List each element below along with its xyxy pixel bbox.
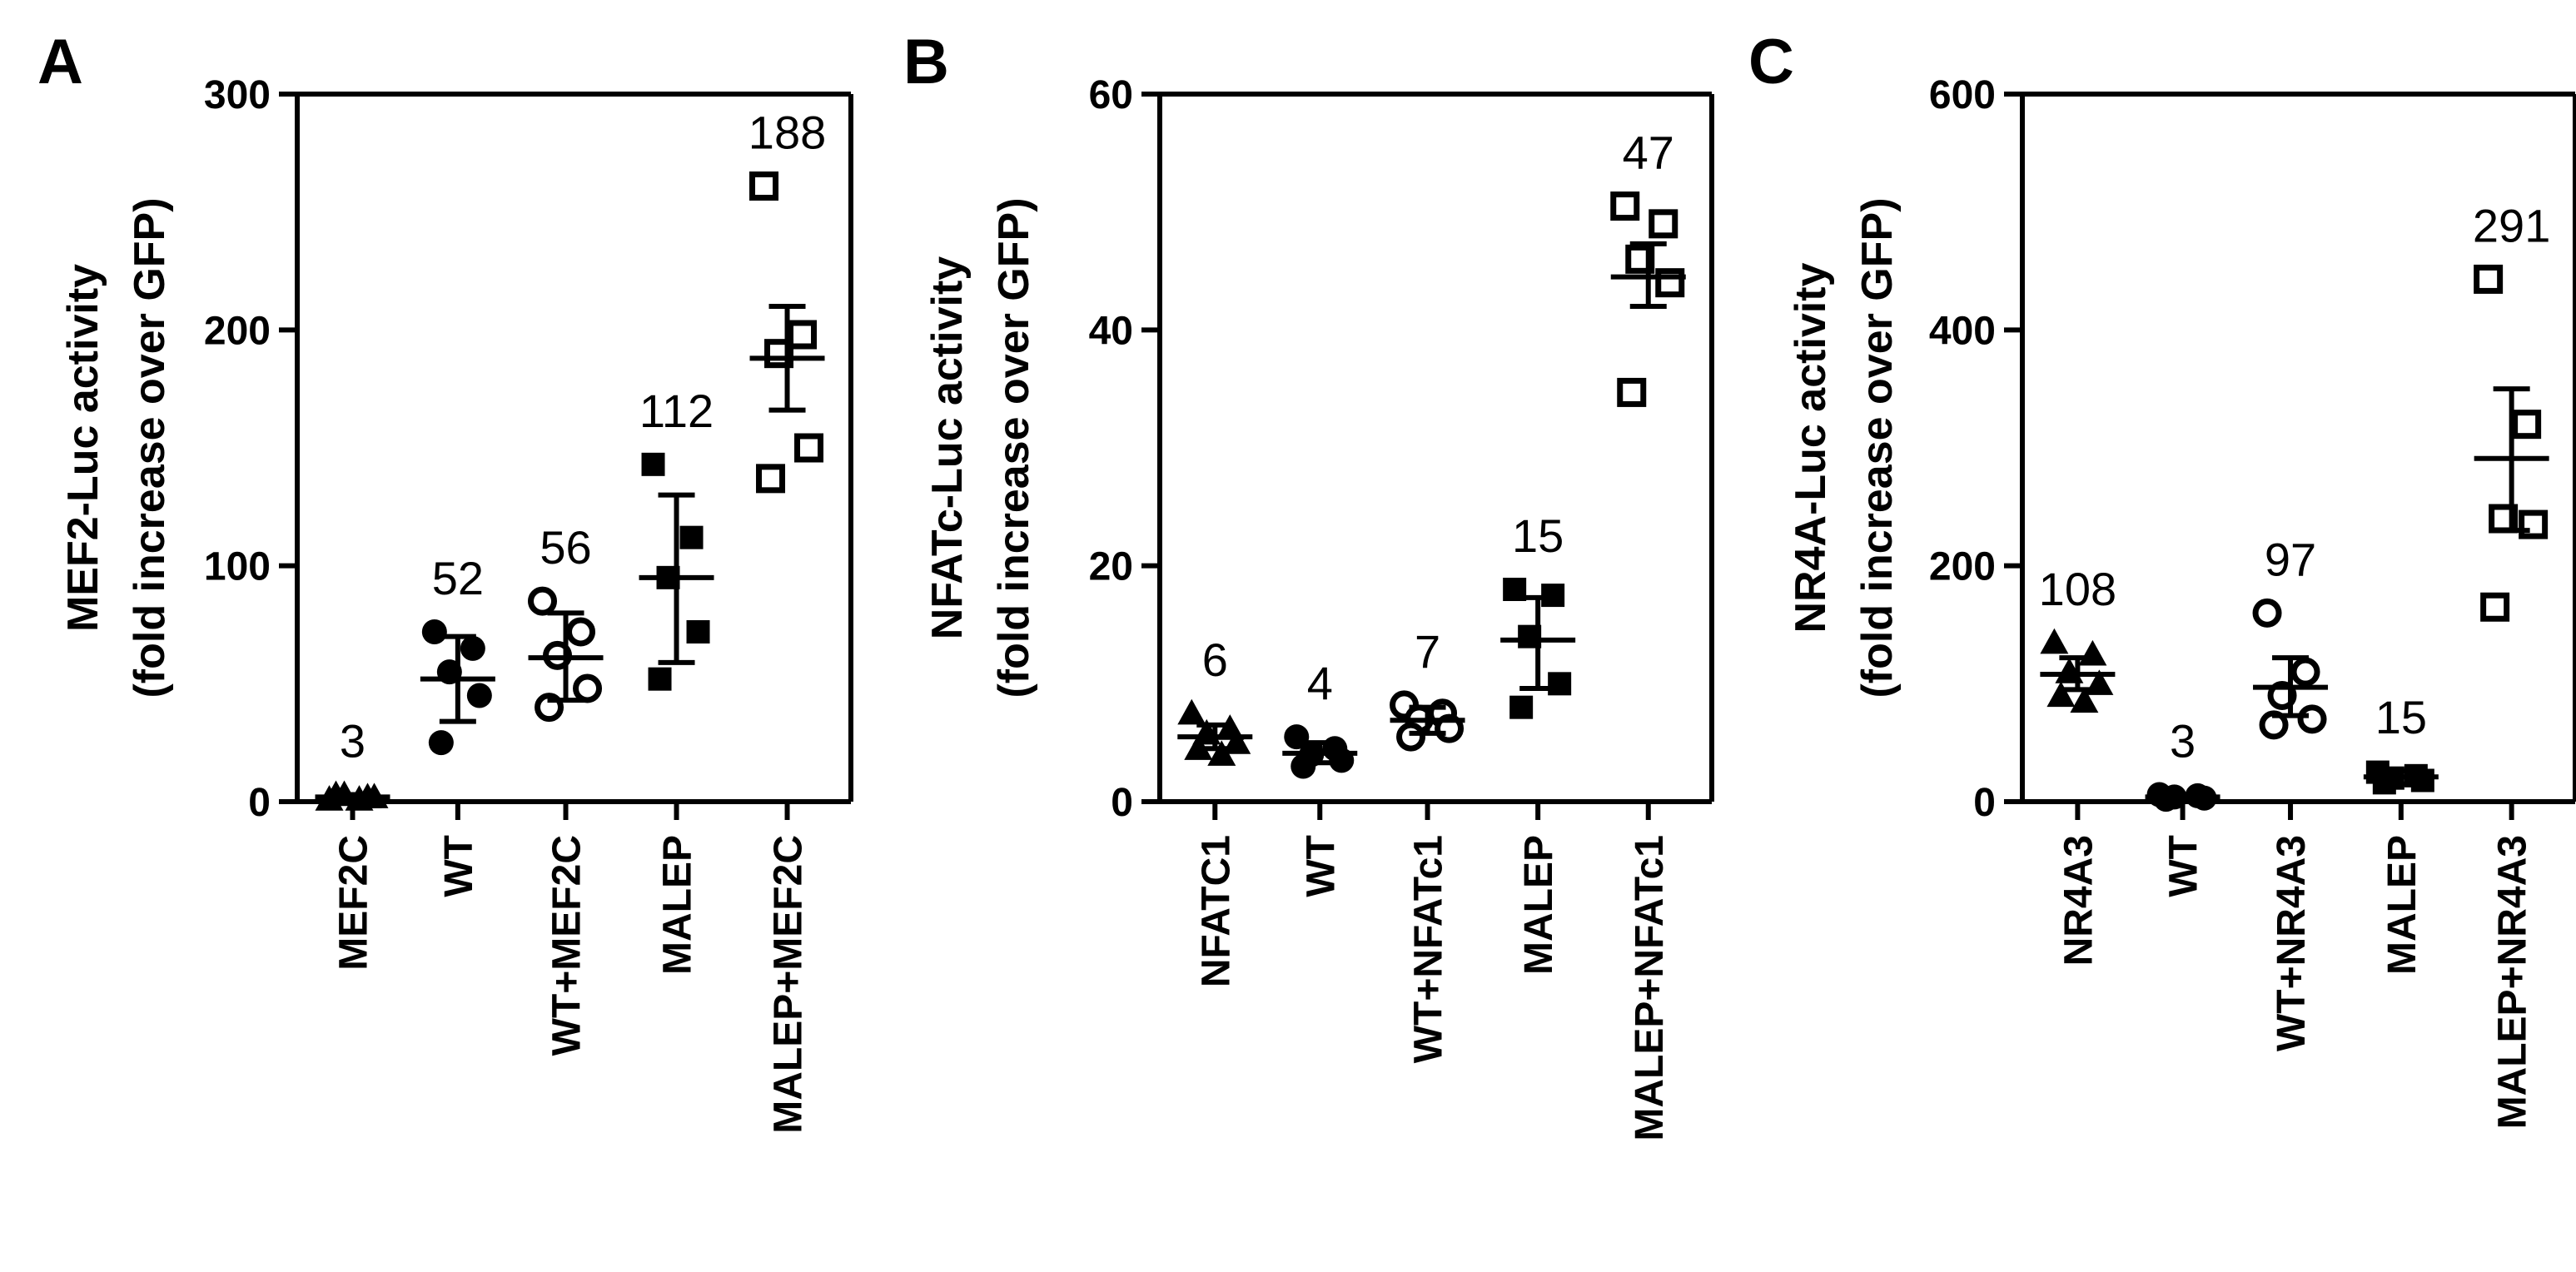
mean-value-label: 112 <box>639 385 714 437</box>
panel-B: B 0 20 40 60 NFATc-Luc activity (fold increase… <box>903 27 1714 1141</box>
data-point <box>421 619 447 644</box>
data-point <box>648 667 672 691</box>
x-category-label: MALEP+NFATc1 <box>1628 835 1672 1141</box>
x-category-label: MALEP+MEF2C <box>767 835 811 1134</box>
y-tick-label: 60 <box>1089 73 1133 117</box>
x-category-label: NR4A3 <box>2056 835 2101 966</box>
panel-A: A 0 100 200 300 MEF2-Luc activity (fold increa… <box>37 27 853 1134</box>
data-point <box>756 464 786 494</box>
panel-letter: C <box>1748 27 1794 97</box>
mean-value-label: 97 <box>2265 533 2316 585</box>
x-category-label: MEF2C <box>332 835 376 971</box>
data-point <box>2297 704 2327 734</box>
y-tick-label: 100 <box>204 545 271 589</box>
y-tick-label: 40 <box>1089 309 1133 353</box>
data-point <box>1177 698 1206 725</box>
data-point <box>788 320 818 350</box>
data-point <box>1290 753 1316 779</box>
panel-C: C 0 200 400 600 NR4A-Luc activity (fold increa… <box>1748 27 2576 1129</box>
mean-value-label: 3 <box>340 715 366 768</box>
panel-letter: B <box>903 27 949 97</box>
data-point <box>1548 672 1572 696</box>
data-point <box>1396 722 1426 752</box>
x-category-label: MALEP <box>2380 835 2424 975</box>
x-category-label: NFATC1 <box>1194 835 1238 987</box>
y-axis-sublabel: (fold increase over GFP) <box>1853 197 1902 698</box>
y-tick-label: 400 <box>1929 309 1996 353</box>
data-point <box>2040 628 2069 654</box>
data-point <box>1509 695 1534 719</box>
y-tick-label: 0 <box>1111 781 1133 825</box>
data-point <box>460 635 485 661</box>
x-category-label: MALEP <box>656 835 700 975</box>
data-point <box>466 683 492 708</box>
y-axis-sublabel: (fold increase over GFP) <box>126 197 174 698</box>
data-point <box>1617 377 1647 407</box>
data-point <box>2070 687 2099 713</box>
mean-value-label: 3 <box>2170 715 2196 768</box>
data-point <box>2512 410 2542 440</box>
y-axis-sublabel: (fold increase over GFP) <box>990 197 1038 698</box>
mean-value-label: 7 <box>1415 625 1440 678</box>
mean-value-label: 108 <box>2039 563 2116 615</box>
mean-value-label: 15 <box>2375 691 2427 743</box>
x-category-label: WT+MEF2C <box>545 835 589 1056</box>
y-tick-label: 600 <box>1929 73 1996 117</box>
mean-value-label: 188 <box>748 107 826 159</box>
y-tick-label: 20 <box>1089 545 1133 589</box>
y-axis-label: MEF2-Luc activity <box>59 264 107 632</box>
data-point <box>2078 639 2107 666</box>
data-point <box>566 617 596 647</box>
y-tick-label: 0 <box>248 781 271 825</box>
y-tick-label: 200 <box>1929 545 1996 589</box>
data-point <box>2290 657 2320 687</box>
mean-value-label: 291 <box>2473 199 2550 251</box>
data-point <box>2252 598 2282 628</box>
data-point <box>679 525 704 549</box>
data-point <box>2046 681 2076 708</box>
data-point <box>1649 209 1678 239</box>
mean-value-label: 56 <box>540 521 591 574</box>
data-point <box>794 433 824 463</box>
x-category-label: WT+NFATc1 <box>1407 835 1451 1063</box>
mean-value-label: 4 <box>1307 657 1333 709</box>
x-category-label: WT <box>1299 835 1343 897</box>
data-point <box>749 171 779 201</box>
y-tick-label: 0 <box>1973 781 1996 825</box>
data-point <box>428 730 454 756</box>
data-point <box>1207 740 1236 766</box>
mean-value-label: 6 <box>1202 634 1228 686</box>
panel-letter: A <box>37 27 83 97</box>
data-point <box>528 586 558 616</box>
data-point <box>1610 191 1640 221</box>
data-point <box>686 620 710 643</box>
mean-value-label: 15 <box>1512 509 1564 562</box>
x-category-label: WT <box>437 835 481 897</box>
x-category-label: WT <box>2162 835 2206 897</box>
data-point <box>2474 264 2504 294</box>
y-tick-label: 200 <box>204 309 271 353</box>
x-category-label: WT+NR4A3 <box>2270 835 2314 1051</box>
x-category-label: MALEP+NR4A3 <box>2491 835 2535 1129</box>
mean-value-label: 47 <box>1623 127 1674 179</box>
data-point <box>2480 592 2510 622</box>
data-point <box>573 673 603 703</box>
data-point <box>641 452 665 476</box>
y-axis-label: NR4A-Luc activity <box>1787 262 1835 633</box>
mean-value-label: 52 <box>432 552 484 604</box>
x-category-label: MALEP <box>1517 835 1561 975</box>
y-tick-label: 300 <box>204 73 271 117</box>
y-axis-label: NFATc-Luc activity <box>923 256 972 639</box>
